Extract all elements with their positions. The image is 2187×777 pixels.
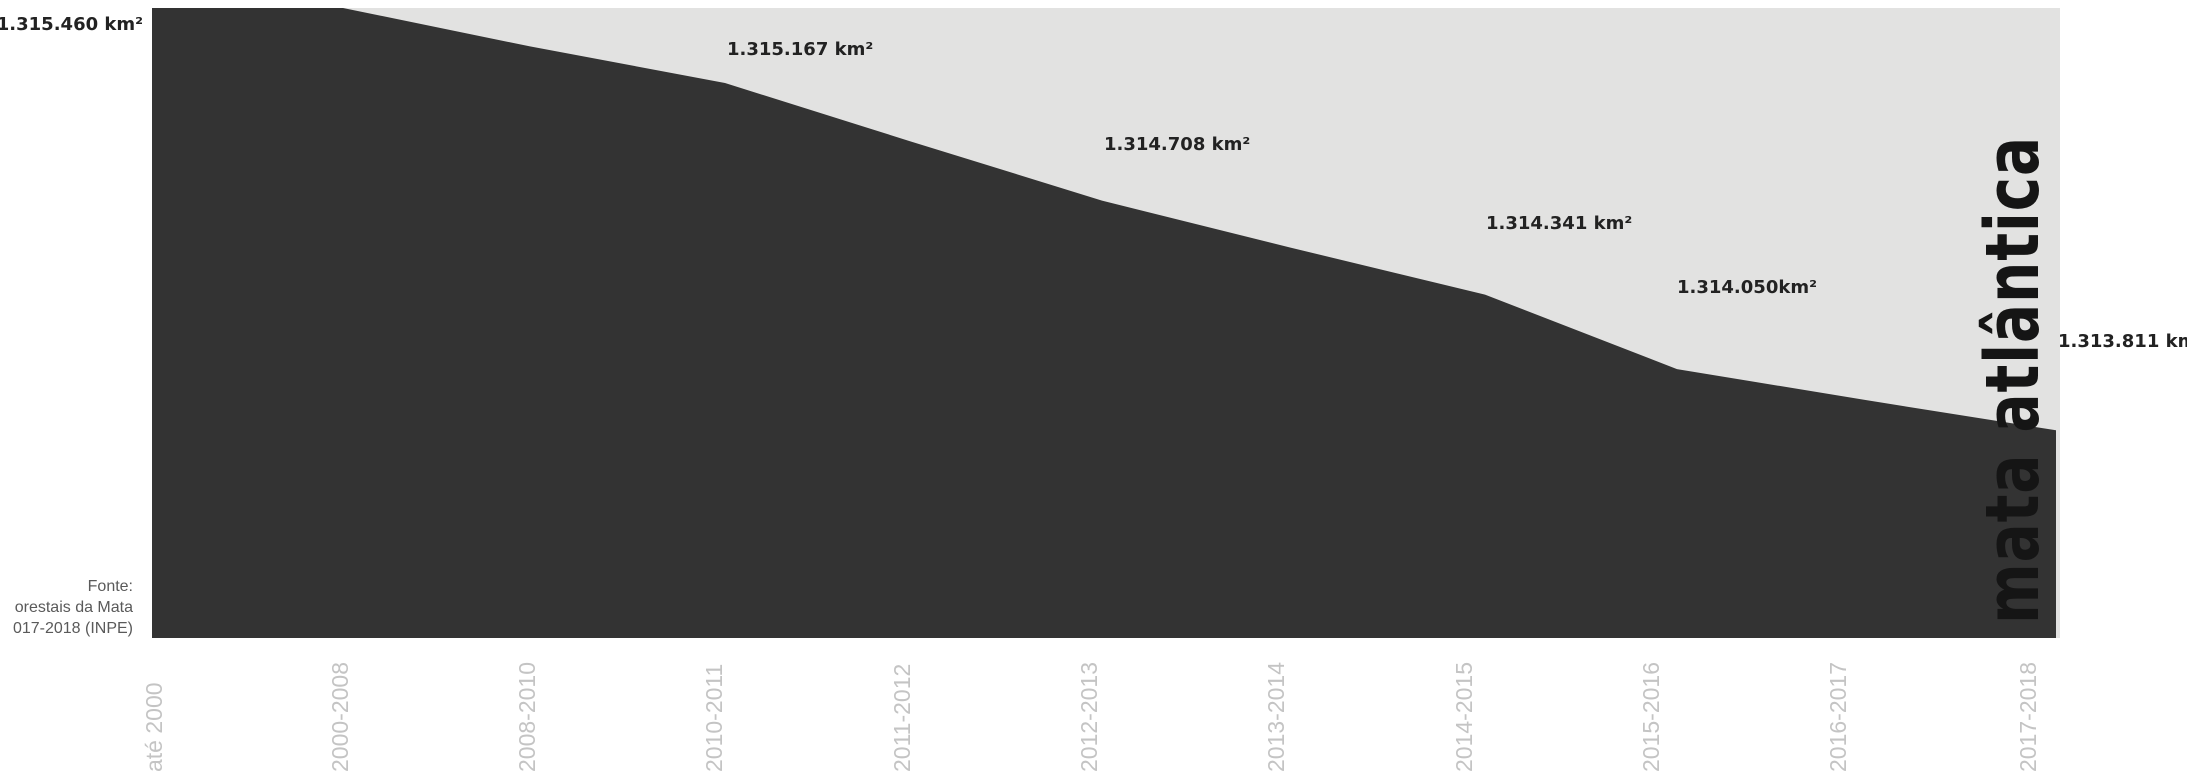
x-tick-label: 2008-2010 <box>514 662 540 772</box>
x-tick-label: 2014-2015 <box>1451 662 1477 772</box>
x-tick-label: 2013-2014 <box>1263 662 1289 772</box>
source-line: 017-2018 (INPE) <box>13 620 133 637</box>
source-line: Fonte: <box>88 578 133 595</box>
x-tick-labels: até 2000 2000-2008 2008-2010 2010-2011 2011-… <box>141 662 2041 772</box>
forest-area-series <box>152 8 2056 638</box>
source-note: Fonte: orestais da Mata 017-2018 (INPE) <box>13 578 133 637</box>
chart-title: mata atlântica <box>1970 136 2056 624</box>
value-label: 1.314.341 km² <box>1486 213 1632 234</box>
x-tick-label: 2017-2018 <box>2015 662 2041 772</box>
x-tick-label: até 2000 <box>141 682 167 772</box>
value-label: 1.315.460 km² <box>0 14 143 35</box>
value-label: 1.315.167 km² <box>727 39 873 60</box>
x-tick-label: 2000-2008 <box>327 662 353 772</box>
value-label: 1.314.050km² <box>1677 277 1817 298</box>
value-label: 1.314.708 km² <box>1104 134 1250 155</box>
value-labels: 1.315.460 km² 1.315.167 km² 1.314.708 km² 1… <box>0 14 2187 352</box>
x-tick-label: 2012-2013 <box>1076 662 1102 772</box>
source-line: orestais da Mata <box>15 599 133 616</box>
x-tick-label: 2016-2017 <box>1825 662 1851 772</box>
x-tick-label: 2010-2011 <box>701 664 727 772</box>
x-tick-label: 2015-2016 <box>1638 662 1664 772</box>
x-tick-label: 2011-2012 <box>889 664 915 772</box>
value-label: 1.313.811 km² <box>2058 331 2187 352</box>
